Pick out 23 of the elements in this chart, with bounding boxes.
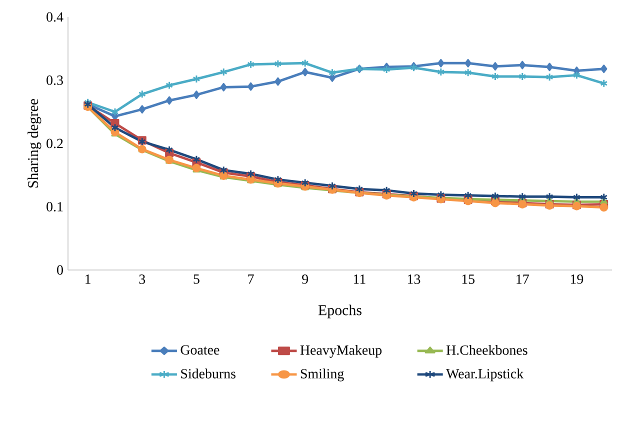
legend-label: Smiling — [300, 368, 344, 382]
y-tick-label: 0.4 — [46, 12, 64, 22]
legend-label: HeavyMakeup — [300, 345, 382, 358]
x-tick-label: 17 — [516, 274, 529, 284]
legend-label: Wear.Lipstick — [446, 368, 524, 382]
x-tick-label: 15 — [462, 274, 474, 284]
legend-label: Sideburns — [181, 368, 236, 378]
y-tick-label: 0.1 — [46, 202, 63, 212]
x-tick-label: 11 — [354, 274, 366, 284]
x-tick-label: 7 — [248, 274, 254, 284]
legend-label: Goatee — [180, 345, 220, 355]
y-tick-label: 0.2 — [46, 138, 63, 148]
y-tick-label: 0 — [57, 265, 63, 275]
x-tick-label: 1 — [86, 274, 90, 284]
x-axis-title: Epochs — [318, 304, 362, 318]
x-tick-label: 9 — [302, 274, 308, 284]
x-tick-label: 13 — [408, 274, 420, 284]
x-tick-label: 19 — [570, 274, 584, 284]
legend-label: H.Cheekbones — [446, 345, 528, 355]
x-tick-label: 3 — [139, 274, 146, 284]
y-axis-title: Sharing degree — [28, 99, 42, 188]
x-tick-label: 5 — [194, 274, 200, 284]
y-tick-label: 0.3 — [46, 76, 63, 85]
